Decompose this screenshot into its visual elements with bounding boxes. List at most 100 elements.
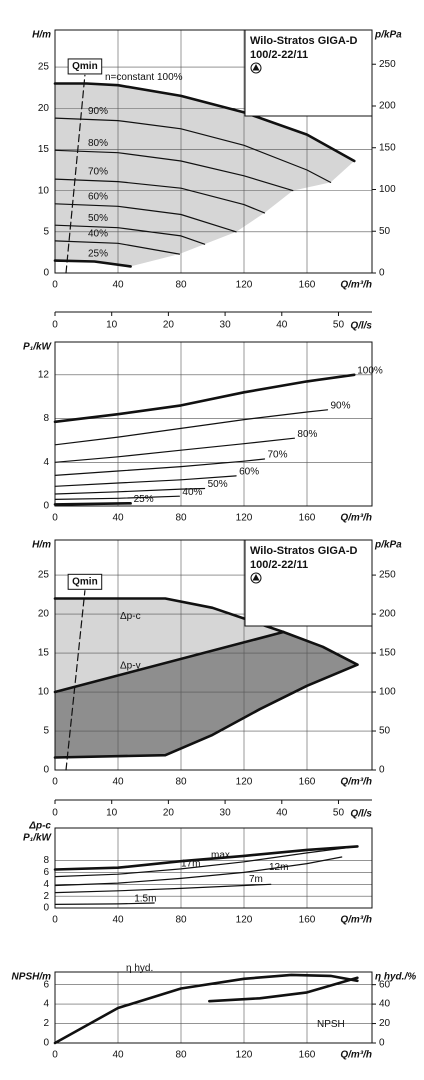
y2-tick-label: 250: [379, 570, 396, 581]
y-tick-label: 20: [38, 609, 50, 620]
curve-label: 60%: [88, 191, 108, 202]
y2-tick-label: 250: [379, 59, 396, 70]
y-tick-label: 0: [43, 903, 49, 914]
y2-tick-label: 200: [379, 101, 396, 112]
y-tick-label: 0: [43, 501, 49, 512]
x-tick-label: 20: [163, 320, 175, 331]
curve: [53, 845, 359, 871]
y-axis-label: P₁/kW: [23, 342, 53, 353]
y-tick-label: 5: [43, 226, 49, 237]
curve-label: 1.5m: [134, 894, 156, 905]
y2-tick-label: 100: [379, 687, 396, 698]
y-tick-label: 2: [43, 891, 49, 902]
y2-axis-label: p/kPa: [374, 540, 402, 551]
curve-label: 12m: [269, 862, 288, 873]
x-tick-label: 0: [52, 513, 58, 524]
y2-tick-label: 50: [379, 226, 391, 237]
x-tick-label: 160: [299, 280, 316, 291]
x-tick-label: 0: [52, 915, 58, 926]
curve-label: 25%: [134, 494, 154, 505]
plot-frame: [54, 539, 373, 771]
curve-label: Δp-c: [120, 611, 141, 622]
y2-tick-label: 100: [379, 184, 396, 195]
title-box: [244, 29, 373, 117]
y2-tick-label: 150: [379, 648, 396, 659]
y2-tick-label: 200: [379, 609, 396, 620]
x-tick-label: 40: [276, 808, 288, 819]
curve: [54, 117, 332, 183]
curve: [54, 409, 329, 446]
x-tick-label: 160: [299, 513, 316, 524]
x-tick-label: 0: [52, 777, 58, 788]
y-axis-label: H/m: [32, 540, 51, 551]
curve: [53, 82, 356, 163]
x-axis-label: Q/m³/h: [340, 513, 372, 524]
x-tick-label: 30: [220, 808, 232, 819]
y2-axis-label: η hyd./%: [375, 972, 416, 983]
y-axis-label: H/m: [32, 30, 51, 41]
curve: [54, 495, 180, 500]
chart-subtitle: 100/2-22/11: [250, 49, 308, 61]
curve-label: η hyd.: [126, 963, 153, 974]
y-tick-label: 8: [43, 855, 49, 866]
x-tick-label: 0: [52, 280, 58, 291]
y-tick-label: 4: [43, 999, 49, 1010]
qmin-label: Qmin: [72, 61, 98, 72]
y-tick-label: 0: [43, 1038, 49, 1049]
plot-frame: [54, 29, 373, 274]
brand-icon-triangle: [252, 574, 260, 581]
x-tick-label: 80: [175, 513, 187, 524]
x-tick-label: 40: [112, 1050, 124, 1061]
x-tick-label: 40: [112, 777, 124, 788]
y-tick-label: 6: [43, 867, 49, 878]
y2-tick-label: 0: [379, 268, 385, 279]
x-tick-label: 0: [52, 1050, 58, 1061]
y2-tick-label: 20: [379, 1018, 391, 1029]
x-tick-label: 10: [106, 808, 118, 819]
x-tick-label: 50: [333, 808, 345, 819]
x-tick-label: 160: [299, 1050, 316, 1061]
x-tick-label: 0: [52, 320, 58, 331]
x-tick-label: 120: [236, 280, 253, 291]
y2-tick-label: 150: [379, 142, 396, 153]
chart-title: Wilo-Stratos GIGA-D: [250, 545, 358, 557]
brand-icon-triangle: [252, 64, 260, 71]
curve: [208, 976, 359, 1003]
curve: [54, 437, 295, 463]
y-tick-label: 2: [43, 1018, 49, 1029]
y-tick-label: 0: [43, 268, 49, 279]
curve-label: 90%: [330, 400, 350, 411]
x-tick-label: 120: [236, 915, 253, 926]
curve-label: 70%: [88, 167, 108, 178]
curve: [54, 845, 358, 878]
x-tick-label: 50: [333, 320, 345, 331]
y-tick-label: 25: [38, 570, 50, 581]
x-axis-label: Q/m³/h: [340, 280, 372, 291]
x-tick-label: 40: [112, 280, 124, 291]
plot-frame: [54, 827, 373, 909]
curve: [54, 883, 272, 894]
curve: [53, 373, 356, 424]
y-tick-label: 0: [43, 765, 49, 776]
x-axis-label: Q/l/s: [350, 321, 372, 332]
curve-label: 60%: [239, 467, 259, 478]
y-tick-label: 10: [38, 185, 50, 196]
y-tick-label: 5: [43, 726, 49, 737]
curve-label: NPSH: [317, 1019, 345, 1030]
operating-range: [55, 83, 355, 267]
y-tick-label: 20: [38, 103, 50, 114]
curve-label: max.: [211, 850, 233, 861]
x-axis-label: Q/l/s: [350, 809, 372, 820]
curve-label: 50%: [88, 213, 108, 224]
curve: [53, 502, 132, 506]
y-tick-label: 4: [43, 457, 49, 468]
y-tick-label: 25: [38, 62, 50, 73]
curve: [54, 224, 206, 245]
curve-label: 100%: [357, 365, 383, 376]
y-tick-label: 15: [38, 144, 50, 155]
curve-label: 40%: [88, 229, 108, 240]
y-tick-label: 12: [38, 369, 50, 380]
plot-frame: [54, 341, 373, 507]
curve: [53, 663, 359, 759]
